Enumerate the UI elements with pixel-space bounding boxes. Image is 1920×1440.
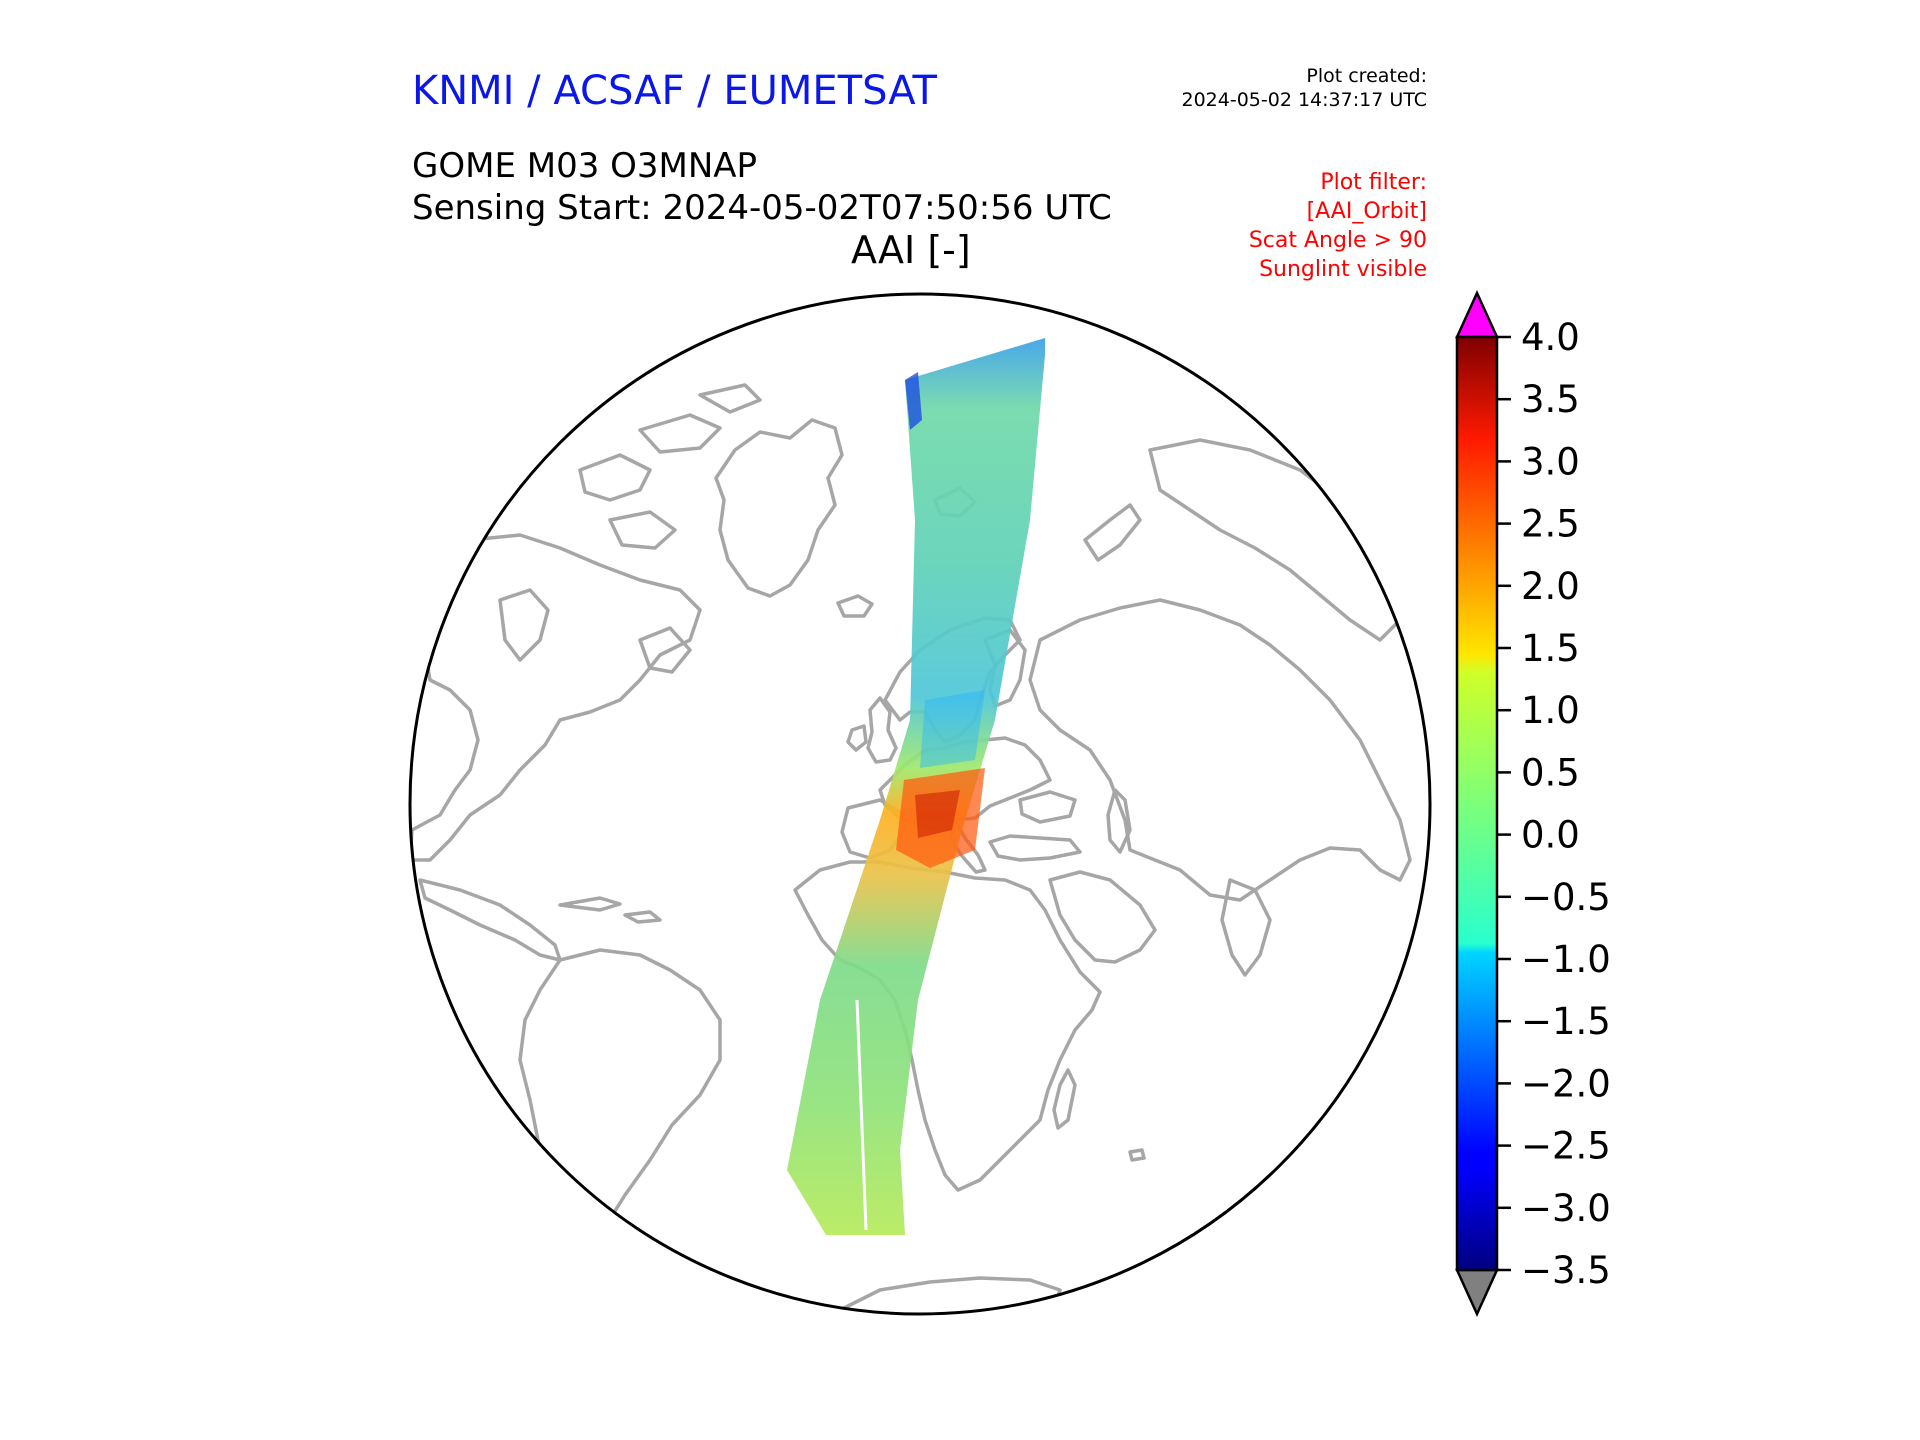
sensing-start: Sensing Start: 2024-05-02T07:50:56 UTC [412, 188, 1112, 228]
plot-created-time: 2024-05-02 14:37:17 UTC [1181, 89, 1428, 111]
organisation-title: KNMI / ACSAF / EUMETSAT [412, 68, 937, 114]
plot-created: Plot created: 2024-05-02 14:37:17 UTC [1182, 64, 1428, 112]
coastline-black-sea [1018, 790, 1077, 824]
coastline-greece-turkey [988, 834, 1082, 862]
colorbar-tick-label: −3.5 [1521, 1249, 1611, 1292]
colorbar-tick-label: −2.0 [1521, 1062, 1611, 1105]
swath-blue-edge [905, 372, 922, 430]
plot-filter-label: Plot filter: [1320, 170, 1427, 195]
colorbar-tick-label: −0.5 [1521, 876, 1611, 919]
swath [787, 338, 1045, 1235]
coastline-labrador [638, 626, 692, 674]
colorbar-tick-label: −1.5 [1521, 1000, 1611, 1043]
colorbar-tick-label: 0.5 [1521, 751, 1580, 794]
coastline-arabia [1048, 870, 1157, 964]
coastline-greenland [714, 418, 844, 598]
colorbar-tick-label: −3.0 [1521, 1187, 1611, 1230]
globe-outline [408, 292, 1432, 1316]
colorbar-tick-label: 1.5 [1521, 627, 1580, 670]
coastline-caribbean [558, 896, 662, 924]
colorbar-tick-label: 2.5 [1521, 503, 1580, 546]
swath-low-aai [920, 690, 985, 768]
plot-filter-line: Scat Angle > 90 [1248, 228, 1427, 253]
plot-filter-line: [AAI_Orbit] [1306, 199, 1427, 224]
colorbar-tick-label: −2.5 [1521, 1125, 1611, 1168]
colorbar-body [1455, 335, 1499, 1272]
colorbar-over-arrow [1455, 289, 1499, 339]
plot-created-label: Plot created: [1306, 65, 1427, 87]
coastline-madagascar [1052, 1068, 1077, 1130]
colorbar-tick-label: 1.0 [1521, 689, 1580, 732]
colorbar-tick-label: 3.5 [1521, 378, 1580, 421]
coastline-hudson-bay [498, 588, 550, 662]
swath-gap-line [855, 999, 868, 1231]
plot-filter-line: Sunglint visible [1259, 257, 1427, 282]
coastline-north-america [410, 533, 702, 862]
colorbar-tick-label: −1.0 [1521, 938, 1611, 981]
coastline-ireland [846, 724, 868, 752]
coastline-novaya-zemlya [1083, 503, 1142, 562]
coastline-caspian [1106, 788, 1132, 854]
colorbar-tick-label: 2.0 [1521, 565, 1580, 608]
coastline-india [1220, 878, 1272, 977]
colorbar-tick-label: 3.0 [1521, 440, 1580, 483]
swath-aerosol-core [915, 790, 960, 838]
colorbar: 4.0 3.5 3.0 2.5 2.0 1.5 1.0 0.5 0.0 −0.5 −1.0 −1.5 −… [1455, 289, 1611, 1318]
coastline-siberia-north [1148, 438, 1402, 642]
colorbar-under-arrow [1455, 1268, 1499, 1318]
coastline-iceland [836, 594, 874, 618]
coastline-britain [866, 696, 898, 764]
product-title: GOME M03 O3MNAP [412, 146, 758, 186]
colorbar-tick-label: 4.0 [1521, 316, 1580, 359]
coastline-asia [1028, 598, 1412, 902]
quantity-title: AAI [-] [851, 228, 971, 272]
coastline-kerguelen [1128, 1148, 1146, 1162]
colorbar-tick-label: 0.0 [1521, 814, 1580, 857]
coastline-canada-islands [578, 383, 762, 550]
plot-filter: Plot filter: [AAI_Orbit] Scat Angle > 90… [1249, 168, 1427, 284]
coastline-central-america [418, 878, 562, 962]
